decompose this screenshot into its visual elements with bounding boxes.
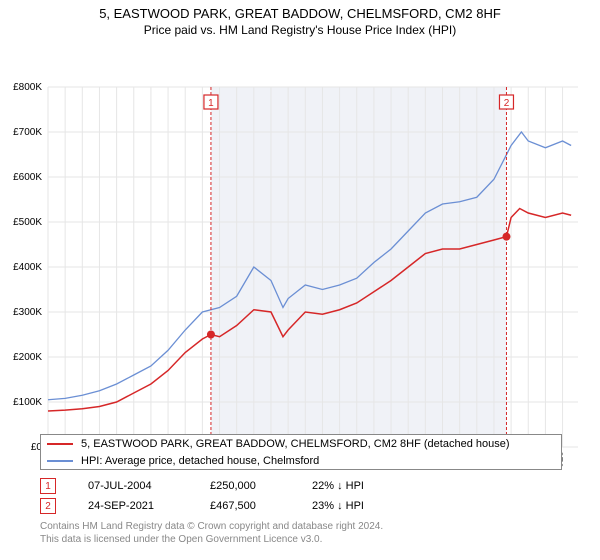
sale-marker-num: 1 [208, 98, 214, 109]
y-tick-label: £500K [13, 217, 42, 228]
y-tick-label: £100K [13, 397, 42, 408]
footnote: Contains HM Land Registry data © Crown c… [40, 520, 383, 546]
legend-label: 5, EASTWOOD PARK, GREAT BADDOW, CHELMSFO… [81, 438, 510, 450]
chart-subtitle: Price paid vs. HM Land Registry's House … [0, 23, 600, 37]
title-block: 5, EASTWOOD PARK, GREAT BADDOW, CHELMSFO… [0, 0, 600, 37]
sale-row-date: 24-SEP-2021 [88, 500, 188, 512]
y-tick-label: £200K [13, 352, 42, 363]
sale-row-num: 1 [40, 478, 56, 494]
sales-table: 1 07-JUL-2004 £250,000 22% ↓ HPI 2 24-SEP-202… [40, 476, 402, 516]
sale-row: 1 07-JUL-2004 £250,000 22% ↓ HPI [40, 476, 402, 496]
legend-row: HPI: Average price, detached house, Chel… [41, 452, 561, 469]
legend-row: 5, EASTWOOD PARK, GREAT BADDOW, CHELMSFO… [41, 435, 561, 452]
sale-row-price: £467,500 [210, 500, 290, 512]
sale-marker-dot [207, 331, 215, 339]
legend: 5, EASTWOOD PARK, GREAT BADDOW, CHELMSFO… [40, 434, 562, 470]
sale-marker-dot [502, 233, 510, 241]
sale-row: 2 24-SEP-2021 £467,500 23% ↓ HPI [40, 496, 402, 516]
sale-row-date: 07-JUL-2004 [88, 480, 188, 492]
sale-row-delta: 22% ↓ HPI [312, 480, 402, 492]
y-tick-label: £700K [13, 127, 42, 138]
y-tick-label: £400K [13, 262, 42, 273]
legend-swatch [47, 460, 73, 462]
footnote-line: This data is licensed under the Open Gov… [40, 533, 383, 546]
chart-title: 5, EASTWOOD PARK, GREAT BADDOW, CHELMSFO… [0, 6, 600, 21]
legend-swatch [47, 443, 73, 445]
sale-marker-num: 2 [504, 98, 510, 109]
sale-row-num: 2 [40, 498, 56, 514]
sale-row-price: £250,000 [210, 480, 290, 492]
y-tick-label: £300K [13, 307, 42, 318]
footnote-line: Contains HM Land Registry data © Crown c… [40, 520, 383, 533]
y-tick-label: £600K [13, 172, 42, 183]
y-tick-label: £800K [13, 82, 42, 93]
legend-label: HPI: Average price, detached house, Chel… [81, 455, 319, 467]
price-chart: £0£100K£200K£300K£400K£500K£600K£700K£80… [0, 37, 600, 467]
sale-row-delta: 23% ↓ HPI [312, 500, 402, 512]
